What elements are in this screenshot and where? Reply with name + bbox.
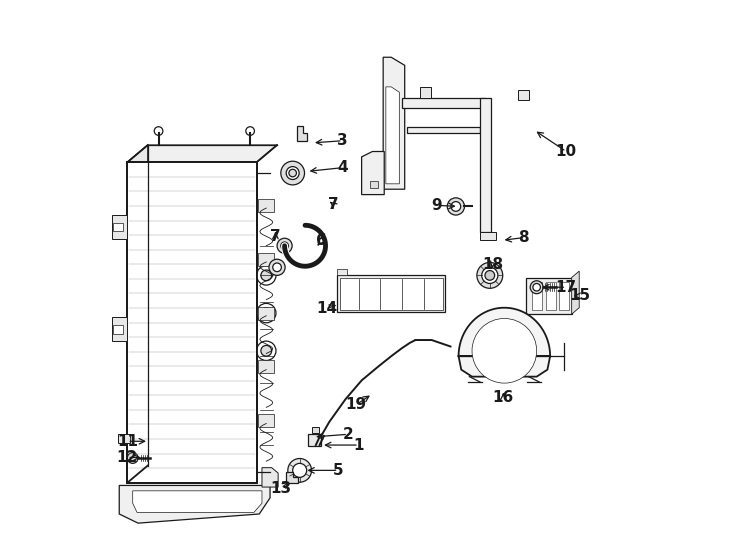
Polygon shape (383, 57, 404, 189)
Polygon shape (262, 468, 278, 487)
Polygon shape (420, 87, 431, 98)
Polygon shape (526, 278, 572, 314)
Polygon shape (459, 308, 550, 376)
Circle shape (277, 238, 292, 253)
Text: 12: 12 (117, 450, 138, 465)
Circle shape (257, 266, 276, 285)
Circle shape (281, 161, 305, 185)
Circle shape (447, 198, 465, 215)
Text: 1: 1 (354, 437, 364, 453)
Bar (340, 278, 443, 310)
Text: 19: 19 (346, 397, 367, 412)
Bar (546, 282, 556, 310)
Circle shape (482, 267, 498, 284)
Polygon shape (286, 472, 298, 483)
Text: 7: 7 (328, 197, 338, 212)
Circle shape (127, 453, 138, 463)
Polygon shape (258, 307, 274, 320)
Polygon shape (480, 232, 496, 240)
Circle shape (269, 259, 285, 275)
Text: 6: 6 (316, 233, 327, 248)
Polygon shape (338, 275, 445, 312)
Text: 7: 7 (270, 229, 280, 244)
Polygon shape (258, 253, 274, 266)
Text: 10: 10 (556, 144, 577, 159)
Circle shape (273, 263, 281, 272)
Circle shape (261, 270, 272, 281)
Polygon shape (572, 271, 579, 314)
Circle shape (281, 242, 288, 249)
Text: 18: 18 (482, 257, 503, 272)
Polygon shape (517, 90, 528, 100)
Text: 15: 15 (569, 288, 590, 303)
Bar (532, 282, 542, 310)
Polygon shape (112, 215, 127, 239)
Polygon shape (127, 145, 148, 483)
Text: 9: 9 (432, 198, 443, 213)
Circle shape (154, 127, 163, 136)
Circle shape (246, 127, 255, 136)
Circle shape (530, 281, 543, 294)
Polygon shape (402, 98, 485, 109)
Polygon shape (127, 145, 277, 163)
Text: 3: 3 (338, 133, 348, 148)
Circle shape (289, 169, 297, 177)
Polygon shape (362, 152, 384, 194)
Polygon shape (370, 181, 378, 188)
Text: 5: 5 (333, 463, 344, 478)
Circle shape (293, 463, 307, 477)
Polygon shape (297, 126, 307, 141)
Circle shape (257, 341, 276, 361)
Circle shape (286, 166, 299, 179)
Circle shape (485, 271, 495, 280)
Circle shape (451, 201, 461, 211)
Circle shape (257, 303, 276, 323)
Text: 16: 16 (493, 390, 514, 405)
Polygon shape (258, 361, 274, 374)
Circle shape (472, 319, 537, 383)
Bar (338, 269, 347, 275)
Text: 4: 4 (338, 160, 348, 175)
Polygon shape (118, 434, 130, 443)
Polygon shape (112, 318, 127, 341)
Circle shape (288, 458, 311, 482)
Bar (113, 325, 123, 334)
Text: 8: 8 (518, 230, 528, 245)
Polygon shape (312, 427, 319, 433)
Polygon shape (258, 199, 274, 212)
Polygon shape (133, 491, 262, 512)
Polygon shape (127, 163, 257, 483)
Circle shape (261, 308, 272, 319)
Text: 13: 13 (270, 481, 291, 496)
Bar (559, 282, 569, 310)
Polygon shape (119, 485, 270, 523)
Bar (113, 222, 123, 231)
Polygon shape (407, 127, 480, 133)
Polygon shape (480, 98, 491, 232)
Text: 2: 2 (343, 427, 354, 442)
Text: 11: 11 (117, 434, 138, 449)
Polygon shape (386, 87, 399, 184)
Text: 17: 17 (556, 280, 577, 295)
Text: 14: 14 (316, 301, 337, 316)
Polygon shape (308, 434, 321, 446)
Polygon shape (258, 414, 274, 427)
Circle shape (533, 284, 540, 291)
Circle shape (261, 346, 272, 356)
Circle shape (477, 262, 503, 288)
